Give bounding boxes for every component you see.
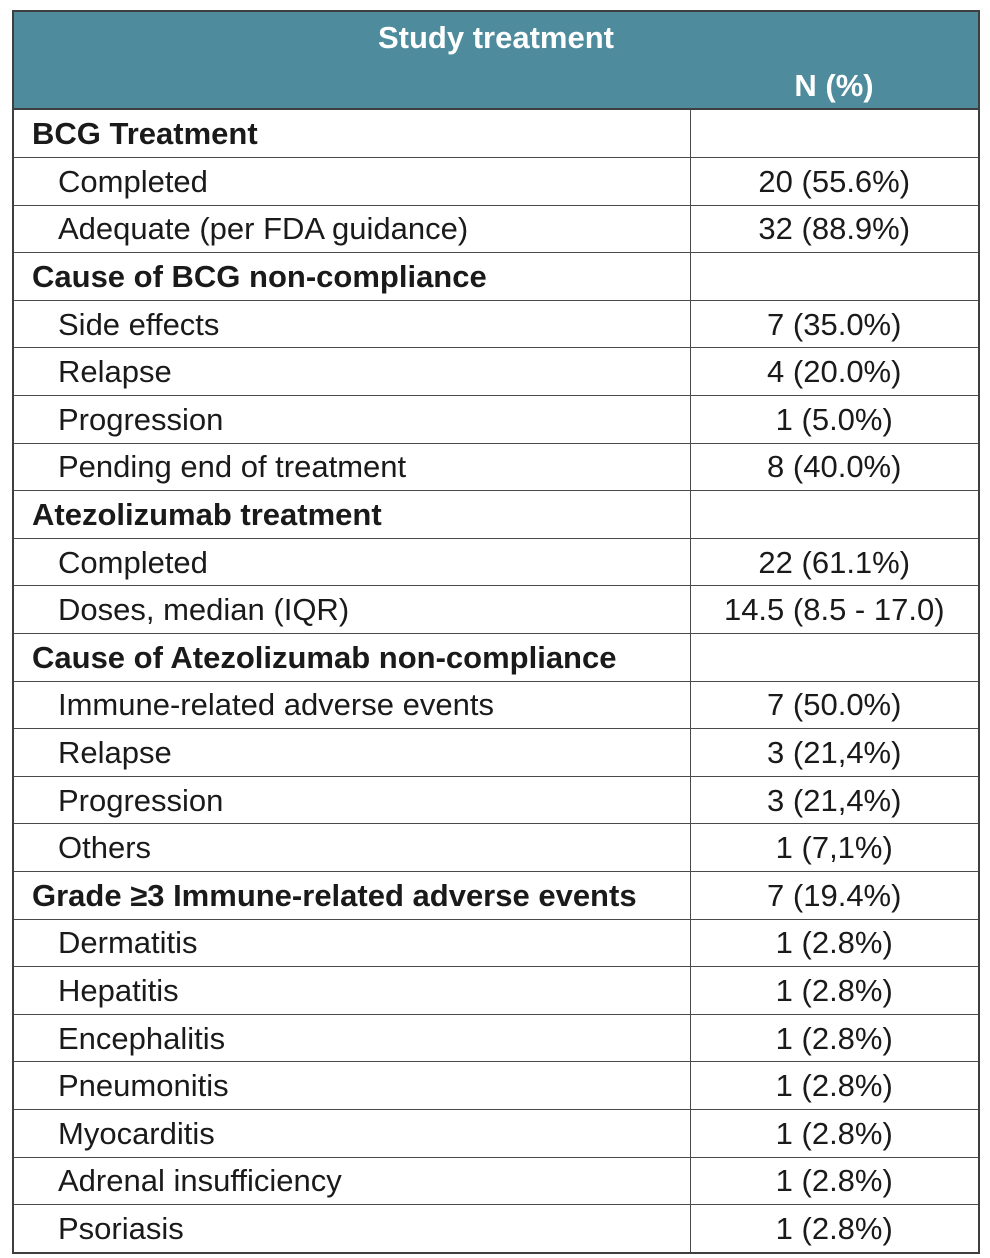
row-value: 22 (61.1%)	[689, 537, 978, 587]
section-label: Grade ≥3 Immune-related adverse events	[14, 871, 691, 920]
row-value	[689, 490, 978, 539]
table-row: Psoriasis 1 (2.8%)	[14, 1204, 978, 1253]
row-label: Doses, median (IQR)	[14, 585, 691, 635]
table-row: Progression 1 (5.0%)	[14, 395, 978, 444]
row-label: Immune-related adverse events	[14, 680, 691, 730]
column-header-n-percent: N (%)	[794, 68, 874, 103]
row-value: 1 (2.8%)	[689, 1108, 978, 1158]
table-row: Relapse 4 (20.0%)	[14, 347, 978, 397]
row-value: 14.5 (8.5 - 17.0)	[689, 585, 978, 635]
table-row: Hepatitis 1 (2.8%)	[14, 966, 978, 1015]
table-row: Progression 3 (21,4%)	[14, 775, 978, 825]
row-label: Pending end of treatment	[14, 442, 691, 492]
table-row: Pending end of treatment 8 (40.0%)	[14, 442, 978, 492]
table-row: Pneumonitis 1 (2.8%)	[14, 1061, 978, 1110]
section-label: Cause of BCG non-compliance	[14, 252, 691, 301]
row-value: 20 (55.6%)	[689, 157, 978, 206]
row-label: Psoriasis	[14, 1204, 691, 1253]
section-row: Cause of Atezolizumab non-compliance	[14, 633, 978, 682]
table-title: Study treatment	[378, 20, 614, 55]
section-row: Grade ≥3 Immune-related adverse events 7 …	[14, 871, 978, 920]
section-row: Cause of BCG non-compliance	[14, 252, 978, 301]
row-label: Adequate (per FDA guidance)	[14, 204, 691, 254]
table-header: Study treatment N (%)	[14, 12, 978, 110]
section-label: Atezolizumab treatment	[14, 490, 691, 539]
row-value: 1 (2.8%)	[689, 918, 978, 968]
section-label: BCG Treatment	[14, 110, 691, 159]
row-label: Myocarditis	[14, 1108, 691, 1158]
row-label: Relapse	[14, 728, 691, 777]
row-label: Hepatitis	[14, 966, 691, 1015]
row-label: Completed	[14, 157, 691, 206]
row-label: Dermatitis	[14, 918, 691, 968]
row-label: Completed	[14, 537, 691, 587]
table-row: Completed 22 (61.1%)	[14, 537, 978, 587]
row-label: Pneumonitis	[14, 1061, 691, 1110]
table-row: Myocarditis 1 (2.8%)	[14, 1108, 978, 1158]
row-label: Others	[14, 823, 691, 872]
section-label: Cause of Atezolizumab non-compliance	[14, 633, 691, 682]
row-label: Relapse	[14, 347, 691, 397]
row-value: 3 (21,4%)	[689, 728, 978, 777]
section-row: Atezolizumab treatment	[14, 490, 978, 539]
row-value	[689, 110, 978, 159]
study-treatment-table: Study treatment N (%) BCG Treatment Compl…	[12, 10, 980, 1255]
row-label: Adrenal insufficiency	[14, 1156, 691, 1206]
table-body: BCG Treatment Completed 20 (55.6%) Adequate…	[14, 110, 978, 1253]
row-value: 7 (19.4%)	[689, 871, 978, 920]
table-row: Others 1 (7,1%)	[14, 823, 978, 872]
table-row: Adequate (per FDA guidance) 32 (88.9%)	[14, 204, 978, 254]
row-value: 1 (2.8%)	[689, 966, 978, 1015]
row-value: 7 (35.0%)	[689, 299, 978, 349]
table-row: Encephalitis 1 (2.8%)	[14, 1013, 978, 1063]
table-row: Immune-related adverse events 7 (50.0%)	[14, 680, 978, 730]
row-value	[689, 252, 978, 301]
table-row: Dermatitis 1 (2.8%)	[14, 918, 978, 968]
row-label: Progression	[14, 775, 691, 825]
row-value: 1 (2.8%)	[689, 1013, 978, 1063]
table-row: Completed 20 (55.6%)	[14, 157, 978, 206]
row-value: 1 (2.8%)	[689, 1156, 978, 1206]
row-label: Side effects	[14, 299, 691, 349]
table-row: Side effects 7 (35.0%)	[14, 299, 978, 349]
row-value: 1 (2.8%)	[689, 1204, 978, 1253]
section-row: BCG Treatment	[14, 110, 978, 159]
row-label: Progression	[14, 395, 691, 444]
row-value: 8 (40.0%)	[689, 442, 978, 492]
row-value: 1 (7,1%)	[689, 823, 978, 872]
row-value: 1 (2.8%)	[689, 1061, 978, 1110]
table-row: Adrenal insufficiency 1 (2.8%)	[14, 1156, 978, 1206]
table-row: Relapse 3 (21,4%)	[14, 728, 978, 777]
row-value: 1 (5.0%)	[689, 395, 978, 444]
row-value: 4 (20.0%)	[689, 347, 978, 397]
row-value	[689, 633, 978, 682]
row-value: 7 (50.0%)	[689, 680, 978, 730]
row-label: Encephalitis	[14, 1013, 691, 1063]
row-value: 3 (21,4%)	[689, 775, 978, 825]
row-value: 32 (88.9%)	[689, 204, 978, 254]
table-row: Doses, median (IQR) 14.5 (8.5 - 17.0)	[14, 585, 978, 635]
